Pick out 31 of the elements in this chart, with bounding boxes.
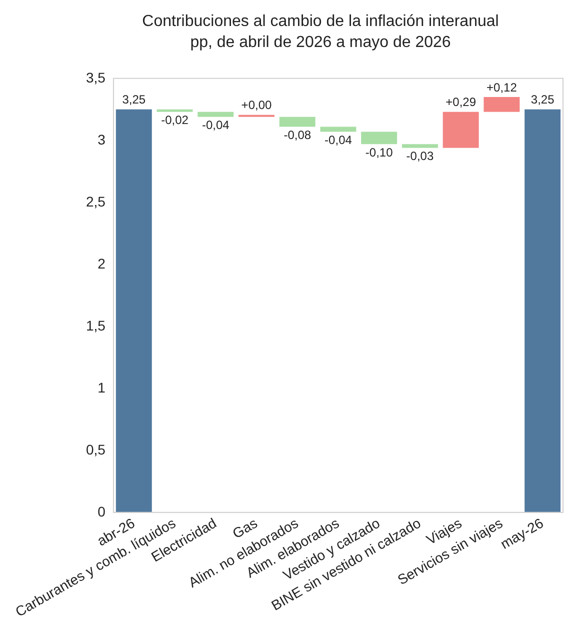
- bar: [402, 144, 438, 148]
- chart-title: Contribuciones al cambio de la inflación interanual: [142, 13, 499, 30]
- bar: [198, 112, 234, 117]
- bar: [361, 132, 398, 144]
- data-label: +0,12: [486, 80, 518, 94]
- y-tick-label: 3,5: [86, 69, 106, 86]
- y-tick-label: 3: [98, 131, 106, 148]
- data-label: -0,04: [202, 118, 230, 132]
- bar: [484, 97, 520, 112]
- bar: [156, 109, 193, 112]
- data-label: +0,29: [446, 95, 476, 110]
- bar: [524, 109, 561, 512]
- bar: [116, 109, 152, 512]
- bar: [442, 112, 479, 148]
- data-label: 3,25: [122, 92, 146, 107]
- y-tick-label: 2,5: [86, 193, 106, 210]
- y-tick-label: 1,5: [86, 317, 106, 334]
- data-label: -0,04: [324, 133, 352, 148]
- data-label: -0,08: [284, 128, 312, 142]
- y-tick-label: 1: [98, 379, 106, 396]
- y-tick-label: 0: [98, 503, 106, 520]
- data-label: -0,10: [365, 145, 394, 160]
- data-label: -0,03: [406, 149, 434, 164]
- bar: [320, 126, 356, 132]
- data-label: -0,02: [161, 113, 189, 128]
- data-label: 3,25: [530, 92, 555, 107]
- data-label: +0,00: [241, 98, 272, 112]
- bar: [279, 116, 316, 127]
- y-tick-label: 2: [98, 255, 106, 272]
- y-tick-label: 0,5: [86, 441, 106, 458]
- chart-subtitle: pp, de abril de 2026 a mayo de 2026: [190, 34, 451, 52]
